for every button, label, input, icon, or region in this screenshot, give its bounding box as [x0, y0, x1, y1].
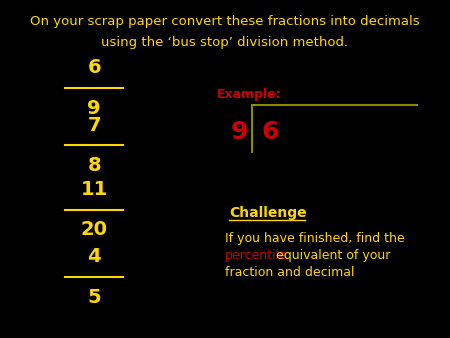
Text: 11: 11 [81, 180, 108, 199]
Text: 5: 5 [87, 288, 101, 307]
Text: Example:: Example: [217, 88, 281, 101]
Text: If you have finished, find the: If you have finished, find the [225, 232, 405, 245]
Text: 6: 6 [261, 120, 279, 144]
Text: 9: 9 [231, 120, 248, 144]
Text: 20: 20 [81, 220, 108, 239]
Text: 9: 9 [87, 99, 101, 118]
Text: 4: 4 [87, 247, 101, 266]
Text: 7: 7 [87, 116, 101, 135]
Text: percentile: percentile [225, 249, 288, 262]
Text: using the ‘bus stop’ division method.: using the ‘bus stop’ division method. [101, 36, 349, 49]
Text: 8: 8 [87, 156, 101, 175]
Text: 6: 6 [87, 58, 101, 77]
Text: fraction and decimal: fraction and decimal [225, 266, 355, 279]
Text: Challenge: Challenge [229, 206, 307, 220]
Text: On your scrap paper convert these fractions into decimals: On your scrap paper convert these fracti… [30, 16, 420, 28]
Text: equivalent of your: equivalent of your [272, 249, 391, 262]
